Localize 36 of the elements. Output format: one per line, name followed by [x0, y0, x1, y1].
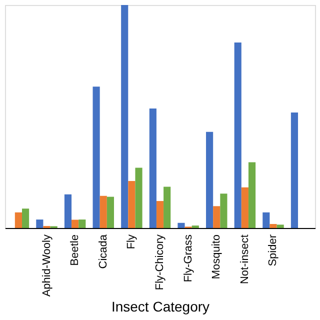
bar [164, 186, 171, 228]
bar [72, 220, 79, 228]
x-tick-label: Not-insect [238, 234, 251, 284]
bar [276, 224, 284, 228]
x-axis-title: Insect Category [111, 298, 210, 315]
bar [135, 168, 142, 228]
bar [262, 212, 270, 228]
bar [64, 194, 72, 228]
bar [234, 42, 242, 228]
bar [241, 187, 248, 228]
x-tick-label: Cicada [97, 234, 110, 269]
bar [149, 108, 156, 228]
bar [128, 180, 136, 228]
x-tick-label: Fly-Grass [182, 234, 194, 282]
bar [100, 196, 107, 228]
bar [14, 212, 22, 228]
bar [156, 201, 164, 228]
x-tick-label: Fly [126, 234, 138, 250]
x-tick-label: Beetle [69, 234, 82, 266]
x-tick-label: Spider [267, 234, 280, 266]
bar [213, 206, 220, 228]
bar [78, 220, 86, 228]
bar [248, 162, 256, 228]
bar [92, 86, 100, 228]
x-tick-label: Fly-Chicory [154, 234, 166, 290]
x-tick-label: Mosquito [210, 234, 223, 280]
bar [290, 112, 298, 228]
bar [206, 132, 214, 228]
bar [106, 196, 114, 228]
bar [270, 224, 277, 228]
x-tick-label: Aphid-Wooly [40, 234, 53, 297]
bar [36, 220, 44, 228]
bar [22, 208, 30, 228]
bar [178, 222, 185, 228]
bar [220, 194, 228, 228]
bar [121, 5, 128, 228]
